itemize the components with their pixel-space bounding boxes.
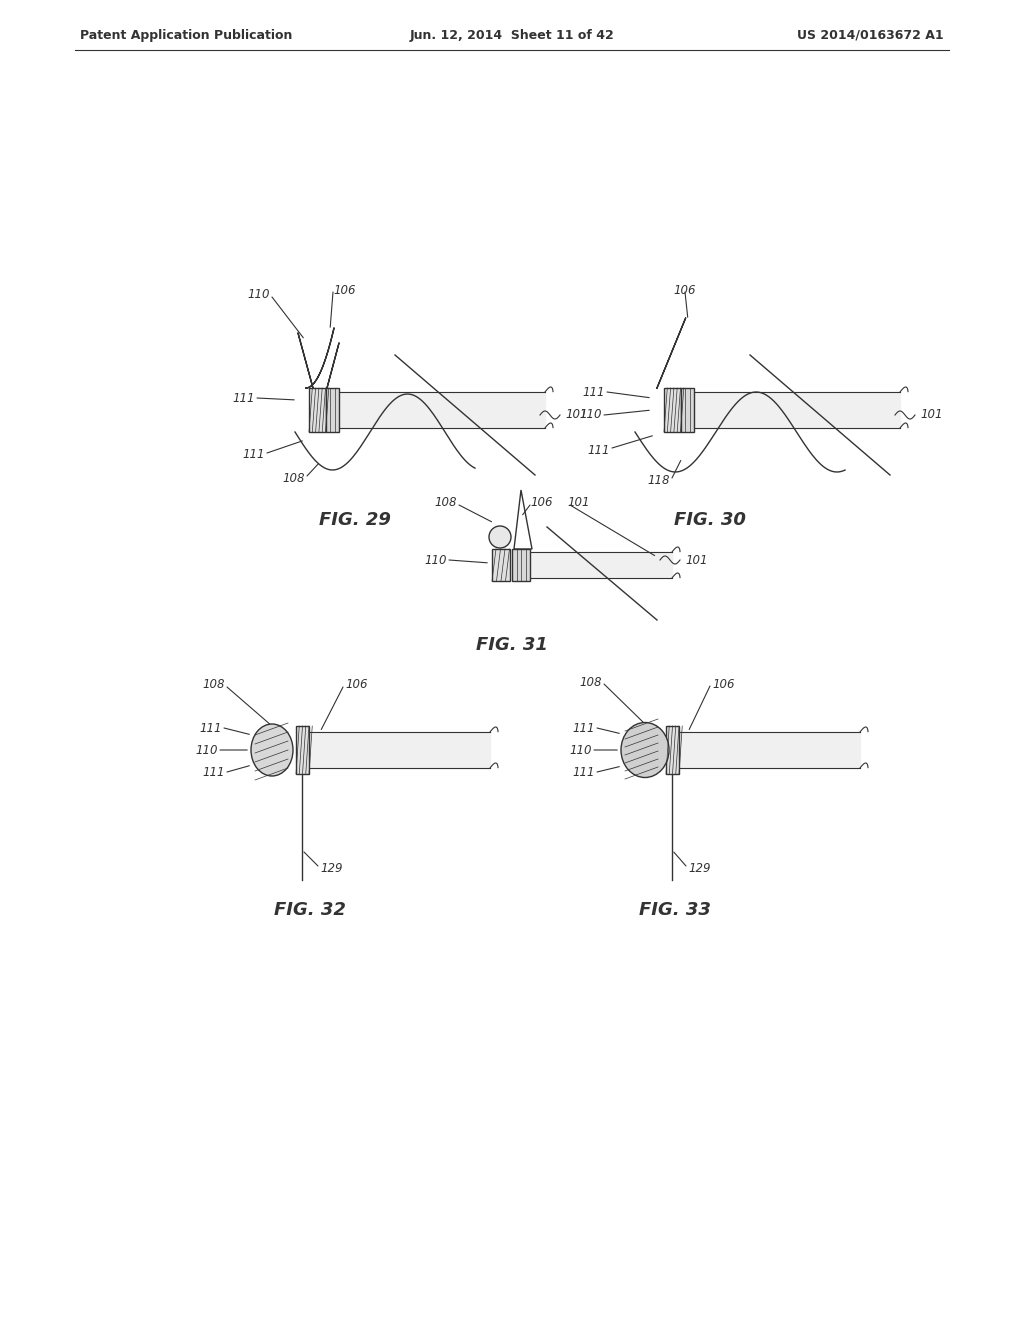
Text: 110: 110 <box>569 743 592 756</box>
Text: 106: 106 <box>345 678 368 692</box>
Text: 110: 110 <box>425 553 447 566</box>
Bar <box>664 388 681 432</box>
Bar <box>681 388 694 432</box>
Text: 101: 101 <box>565 408 588 421</box>
Text: 106: 106 <box>530 496 553 510</box>
Text: 110: 110 <box>580 408 602 421</box>
Bar <box>326 388 339 432</box>
Text: 106: 106 <box>674 284 696 297</box>
Text: 106: 106 <box>333 284 355 297</box>
Text: 111: 111 <box>232 392 255 404</box>
Text: US 2014/0163672 A1: US 2014/0163672 A1 <box>798 29 944 41</box>
Text: 111: 111 <box>583 385 605 399</box>
Text: Jun. 12, 2014  Sheet 11 of 42: Jun. 12, 2014 Sheet 11 of 42 <box>410 29 614 41</box>
Text: 110: 110 <box>196 743 218 756</box>
Text: 118: 118 <box>647 474 670 487</box>
Text: FIG. 32: FIG. 32 <box>274 902 346 919</box>
Bar <box>666 726 679 774</box>
Text: 108: 108 <box>434 496 457 510</box>
Text: 111: 111 <box>572 722 595 734</box>
Bar <box>512 549 530 581</box>
Text: 108: 108 <box>580 676 602 689</box>
Text: 108: 108 <box>203 678 225 692</box>
Text: 111: 111 <box>243 449 265 462</box>
Bar <box>296 726 309 774</box>
Ellipse shape <box>621 722 669 777</box>
Text: 129: 129 <box>688 862 711 874</box>
Text: FIG. 29: FIG. 29 <box>319 511 391 529</box>
Text: 111: 111 <box>572 766 595 779</box>
Text: FIG. 33: FIG. 33 <box>639 902 711 919</box>
Bar <box>309 388 326 432</box>
Text: 108: 108 <box>283 471 305 484</box>
Text: FIG. 30: FIG. 30 <box>674 511 745 529</box>
Text: FIG. 31: FIG. 31 <box>476 636 548 653</box>
Text: 111: 111 <box>200 722 222 734</box>
Text: 101: 101 <box>685 553 708 566</box>
Ellipse shape <box>489 525 511 548</box>
Bar <box>492 549 510 581</box>
Text: 110: 110 <box>248 289 270 301</box>
Text: 111: 111 <box>203 766 225 779</box>
Text: 106: 106 <box>712 677 734 690</box>
Text: 111: 111 <box>588 444 610 457</box>
Text: 101: 101 <box>920 408 942 421</box>
Ellipse shape <box>251 723 293 776</box>
Text: 101: 101 <box>567 496 590 510</box>
Text: 129: 129 <box>319 862 342 874</box>
Text: Patent Application Publication: Patent Application Publication <box>80 29 293 41</box>
